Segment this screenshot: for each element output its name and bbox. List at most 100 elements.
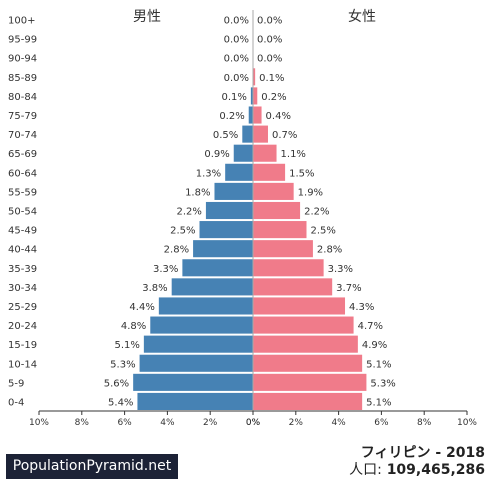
female-value-label: 0.0% (257, 16, 282, 27)
female-bar-85-89 (253, 68, 256, 86)
female-bar-5-9 (253, 373, 367, 391)
male-bar-5-9 (133, 373, 253, 391)
female-bar-20-24 (253, 316, 354, 334)
age-label-20-24: 20-24 (8, 321, 37, 332)
male-bar-45-49 (199, 221, 253, 239)
male-bar-60-64 (225, 163, 253, 181)
site-brand[interactable]: PopulationPyramid.net (6, 454, 178, 479)
male-value-label: 5.4% (108, 397, 133, 408)
female-bar-65-69 (253, 144, 277, 162)
age-label-95-99: 95-99 (8, 35, 37, 46)
age-label-55-59: 55-59 (8, 187, 37, 198)
x-tick-label-female: 10% (457, 418, 477, 428)
x-tick-label-male: 4% (160, 418, 175, 428)
male-bar-0-4 (137, 392, 253, 410)
female-value-label: 1.5% (289, 168, 314, 179)
age-label-65-69: 65-69 (8, 149, 37, 160)
female-bar-40-44 (253, 240, 313, 258)
age-label-80-84: 80-84 (8, 92, 37, 103)
male-bar-20-24 (150, 316, 253, 334)
female-bar-60-64 (253, 163, 286, 181)
female-bar-0-4 (253, 392, 363, 410)
age-label-70-74: 70-74 (8, 130, 37, 141)
male-value-label: 0.0% (224, 16, 249, 27)
female-bar-80-84 (253, 87, 258, 105)
age-label-60-64: 60-64 (8, 168, 37, 179)
female-value-label: 2.8% (317, 245, 342, 256)
male-value-label: 4.8% (121, 321, 146, 332)
female-value-label: 1.1% (281, 149, 306, 160)
female-value-label: 2.2% (304, 207, 329, 218)
male-bar-40-44 (193, 240, 253, 258)
age-label-50-54: 50-54 (8, 207, 37, 218)
female-bar-70-74 (253, 125, 268, 143)
male-bar-25-29 (158, 297, 253, 315)
population-label: 人口: (349, 462, 382, 478)
age-label-40-44: 40-44 (8, 245, 37, 256)
male-value-label: 4.4% (129, 302, 154, 313)
male-value-label: 5.3% (110, 359, 135, 370)
age-label-100+: 100+ (8, 16, 35, 27)
x-tick-label-female: 0% (246, 418, 261, 428)
age-label-0-4: 0-4 (8, 397, 24, 408)
x-tick-label-male: 2% (203, 418, 218, 428)
x-tick-label-male: 8% (75, 418, 90, 428)
male-value-label: 5.1% (114, 340, 139, 351)
male-bar-15-19 (143, 335, 253, 353)
female-value-label: 0.2% (261, 92, 286, 103)
male-value-label: 2.5% (170, 226, 195, 237)
male-value-label: 1.3% (196, 168, 221, 179)
male-value-label: 1.8% (185, 187, 210, 198)
age-label-5-9: 5-9 (8, 378, 24, 389)
female-bar-55-59 (253, 182, 294, 200)
male-bar-80-84 (250, 87, 253, 105)
female-bar-30-34 (253, 278, 333, 296)
age-label-10-14: 10-14 (8, 359, 37, 370)
female-value-label: 5.3% (370, 378, 395, 389)
female-value-label: 0.0% (257, 35, 282, 46)
female-bar-50-54 (253, 201, 301, 220)
x-tick-label-male: 0% (246, 418, 261, 428)
x-tick-label-female: 6% (374, 418, 389, 428)
male-bar-70-74 (242, 125, 253, 143)
male-bar-75-79 (248, 106, 253, 124)
age-label-15-19: 15-19 (8, 340, 37, 351)
male-value-label: 2.2% (177, 207, 202, 218)
female-label: 女性 (348, 9, 376, 25)
female-value-label: 0.1% (259, 73, 284, 84)
female-value-label: 0.0% (257, 54, 282, 65)
female-value-label: 3.7% (336, 283, 361, 294)
male-value-label: 3.3% (153, 264, 178, 275)
age-label-75-79: 75-79 (8, 111, 37, 122)
population-line: 人口: 109,465,286 (349, 459, 485, 479)
male-value-label: 5.6% (104, 378, 129, 389)
female-bar-75-79 (253, 106, 262, 124)
female-bar-45-49 (253, 221, 307, 239)
x-tick-label-male: 6% (117, 418, 132, 428)
female-value-label: 4.7% (358, 321, 383, 332)
population-value: 109,465,286 (386, 462, 485, 478)
female-bar-25-29 (253, 297, 346, 315)
age-label-85-89: 85-89 (8, 73, 37, 84)
x-tick-label-female: 2% (289, 418, 304, 428)
female-value-label: 1.9% (298, 187, 323, 198)
male-bar-50-54 (205, 201, 253, 220)
age-label-90-94: 90-94 (8, 54, 37, 65)
male-value-label: 0.5% (213, 130, 238, 141)
female-bar-15-19 (253, 335, 358, 353)
female-value-label: 5.1% (366, 397, 391, 408)
age-label-25-29: 25-29 (8, 302, 37, 313)
x-tick-label-male: 10% (29, 418, 49, 428)
male-value-label: 0.0% (224, 35, 249, 46)
male-value-label: 0.9% (204, 149, 229, 160)
male-bar-65-69 (233, 144, 253, 162)
female-value-label: 4.3% (349, 302, 374, 313)
x-tick-label-female: 4% (331, 418, 346, 428)
female-bar-35-39 (253, 259, 324, 277)
male-label: 男性 (133, 9, 161, 25)
male-bar-35-39 (182, 259, 253, 277)
male-value-label: 0.0% (224, 73, 249, 84)
male-bar-30-34 (171, 278, 253, 296)
country-year: フィリピン - 2018 (360, 445, 485, 461)
